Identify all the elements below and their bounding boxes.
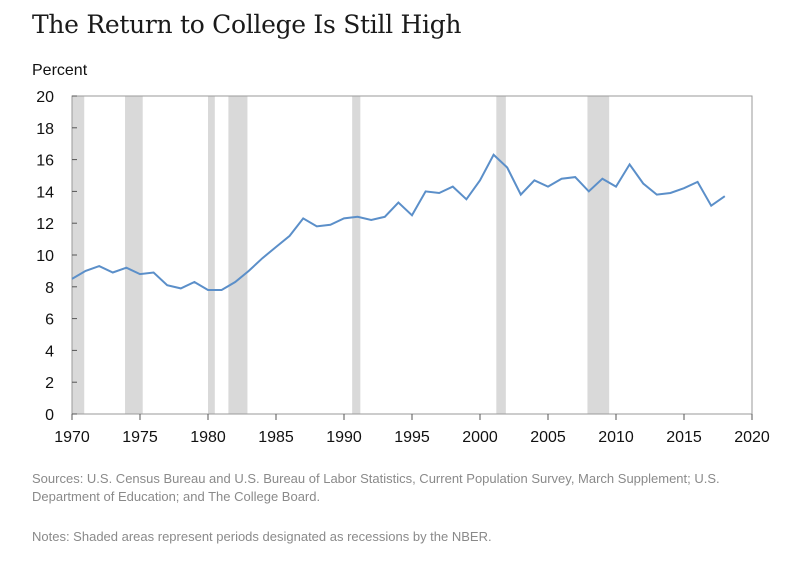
- x-tick-label: 1985: [258, 429, 294, 446]
- x-tick-label: 1975: [122, 429, 158, 446]
- notes-text: Notes: Shaded areas represent periods de…: [32, 529, 492, 544]
- recession-band: [587, 96, 610, 414]
- x-tick-label: 1970: [54, 429, 90, 446]
- plot-frame: [71, 95, 753, 415]
- x-tick-label: 2000: [462, 429, 498, 446]
- x-tick-label: 1980: [190, 429, 226, 446]
- y-axis-label: Percent: [32, 62, 88, 79]
- y-tick-label: 2: [45, 375, 54, 392]
- y-tick-label: 10: [36, 248, 54, 265]
- recession-band: [352, 96, 361, 414]
- x-tick-label: 2005: [530, 429, 566, 446]
- line-chart: 1970 1975 1980 1985 1990 1995 2000 2005 2010 2015…: [36, 89, 770, 446]
- recession-band: [208, 96, 215, 414]
- chart-title: The Return to College Is Still High: [32, 10, 462, 39]
- y-tick-label: 4: [45, 343, 54, 360]
- y-axis-ticks: 0 2 4 6 8 10 12 14 16 18 20: [36, 89, 77, 424]
- y-tick-label: 0: [45, 407, 54, 424]
- y-tick-label: 18: [36, 121, 54, 138]
- series-line: [71, 153, 726, 291]
- recession-shading: [72, 96, 610, 414]
- sources-note: Sources: U.S. Census Bureau and U.S. Bur…: [32, 471, 720, 504]
- x-tick-label: 1995: [394, 429, 430, 446]
- recession-band: [72, 96, 85, 414]
- y-tick-label: 12: [36, 216, 54, 233]
- y-tick-label: 16: [36, 153, 54, 170]
- y-tick-label: 20: [36, 89, 54, 106]
- x-tick-label: 2010: [598, 429, 634, 446]
- recession-band: [228, 96, 248, 414]
- recession-band: [125, 96, 143, 414]
- y-tick-label: 8: [45, 280, 54, 297]
- x-tick-label: 1990: [326, 429, 362, 446]
- x-tick-label: 2020: [734, 429, 770, 446]
- series-points: [71, 154, 726, 291]
- recession-band: [496, 96, 506, 414]
- y-tick-label: 14: [36, 184, 54, 201]
- x-tick-label: 2015: [666, 429, 702, 446]
- x-axis-ticks: 1970 1975 1980 1985 1990 1995 2000 2005 2010 2015…: [54, 414, 770, 446]
- y-tick-label: 6: [45, 312, 54, 329]
